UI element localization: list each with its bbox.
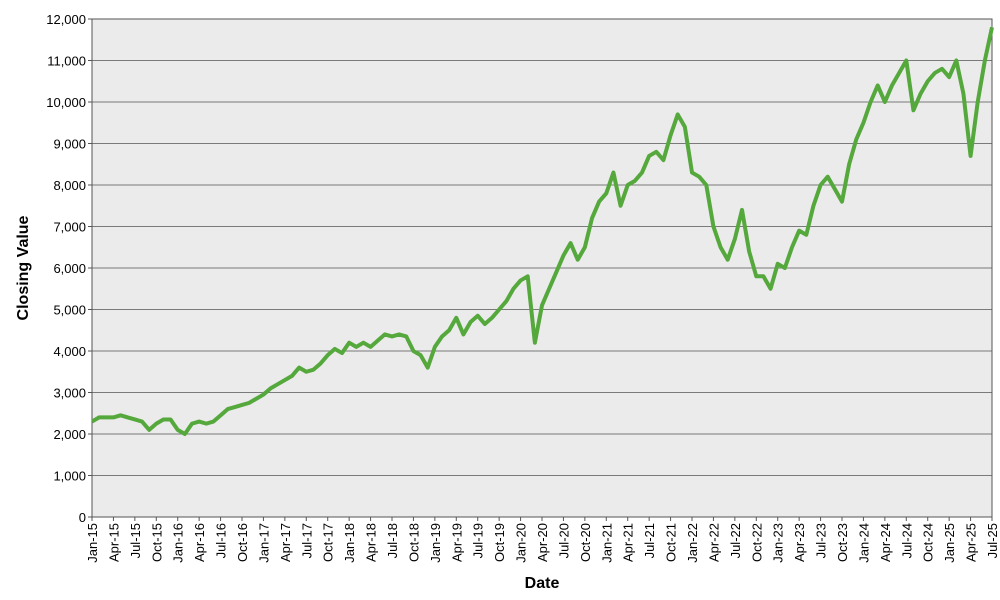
x-tick-label: Jan-24 <box>856 523 871 563</box>
x-tick-label: Oct-19 <box>492 523 507 562</box>
x-tick-label: Jan-18 <box>342 523 357 563</box>
x-tick-label: Jul-18 <box>385 523 400 558</box>
y-tick-label: 11,000 <box>47 54 86 69</box>
x-tick-label: Apr-24 <box>878 523 893 562</box>
y-axis-label: Closing Value <box>15 215 32 320</box>
data-line <box>90 26 994 436</box>
x-tick-label: Oct-24 <box>921 523 936 562</box>
x-tick-label: Oct-15 <box>149 523 164 562</box>
x-tick-label: Apr-15 <box>106 523 121 562</box>
y-tick-label: 9,000 <box>53 137 86 152</box>
x-tick-label: Oct-23 <box>835 523 850 562</box>
x-tick-label: Oct-17 <box>321 523 336 562</box>
x-tick-label: Jul-23 <box>814 523 829 558</box>
x-tick-label: Jan-16 <box>171 523 186 563</box>
y-tick-label: 1,000 <box>53 469 86 484</box>
y-tick-label: 0 <box>79 510 86 525</box>
x-tick-label: Oct-21 <box>664 523 679 562</box>
y-tick-label: 6,000 <box>53 261 86 276</box>
x-tick-label: Jan-19 <box>428 523 443 563</box>
x-tick-label: Jan-21 <box>599 523 614 563</box>
x-axis-label: Date <box>525 575 560 592</box>
x-tick-label: Jul-21 <box>642 523 657 558</box>
x-tick-label: Apr-23 <box>792 523 807 562</box>
x-tick-label: Jan-20 <box>514 523 529 563</box>
y-tick-label: 8,000 <box>53 178 86 193</box>
x-tick-label: Apr-17 <box>278 523 293 562</box>
x-tick-label: Apr-16 <box>192 523 207 562</box>
y-tick-label: 10,000 <box>46 95 86 110</box>
x-tick-label: Jul-15 <box>128 523 143 558</box>
y-tick-label: 12,000 <box>46 12 86 27</box>
y-tick-label: 2,000 <box>53 427 86 442</box>
x-tick-label: Oct-22 <box>749 523 764 562</box>
x-tick-label: Jan-17 <box>256 523 271 563</box>
x-tick-label: Jan-15 <box>85 523 100 563</box>
x-tick-label: Apr-19 <box>449 523 464 562</box>
x-tick-label: Apr-20 <box>535 523 550 562</box>
x-tick-label: Jan-23 <box>771 523 786 563</box>
x-tick-label: Jan-22 <box>685 523 700 563</box>
x-tick-label: Oct-16 <box>235 523 250 562</box>
x-tick-label: Jul-25 <box>985 523 1000 558</box>
x-tick-label: Jul-22 <box>728 523 743 558</box>
x-tick-label: Apr-21 <box>621 523 636 562</box>
x-tick-label: Jul-16 <box>214 523 229 558</box>
x-tick-label: Apr-25 <box>964 523 979 562</box>
x-tick-label: Jul-24 <box>899 523 914 558</box>
x-tick-label: Apr-22 <box>706 523 721 562</box>
x-tick-label: Oct-20 <box>578 523 593 562</box>
x-tick-label: Jul-19 <box>471 523 486 558</box>
x-tick-label: Jul-20 <box>556 523 571 558</box>
y-tick-label: 7,000 <box>53 220 86 235</box>
x-tick-label: Apr-18 <box>364 523 379 562</box>
x-tick-label: Oct-18 <box>406 523 421 562</box>
y-tick-label: 4,000 <box>53 344 86 359</box>
y-tick-label: 3,000 <box>53 386 86 401</box>
x-tick-label: Jan-25 <box>942 523 957 563</box>
y-tick-label: 5,000 <box>53 303 86 318</box>
x-tick-label: Jul-17 <box>299 523 314 558</box>
